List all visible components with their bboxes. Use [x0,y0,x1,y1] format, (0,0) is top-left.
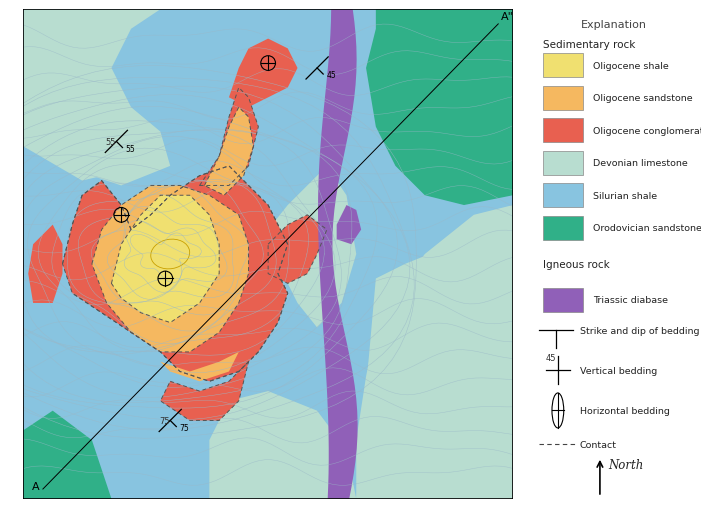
Text: Strike and dip of bedding: Strike and dip of bedding [580,326,699,335]
Polygon shape [356,206,513,499]
Text: 75: 75 [179,423,189,432]
Text: Oligocene sandstone: Oligocene sandstone [593,94,693,103]
Polygon shape [23,10,170,186]
Text: Vertical bedding: Vertical bedding [580,366,657,375]
Polygon shape [92,186,249,352]
Text: 45: 45 [326,71,336,80]
Polygon shape [200,89,259,186]
Polygon shape [62,166,287,382]
Polygon shape [161,352,239,382]
Text: Explanation: Explanation [580,20,646,30]
Polygon shape [23,411,111,499]
Text: A: A [32,482,39,492]
Ellipse shape [151,240,190,269]
Polygon shape [268,215,327,284]
Polygon shape [23,440,82,499]
Polygon shape [318,10,358,499]
Polygon shape [229,40,297,108]
Bar [543,151,583,175]
Text: 75: 75 [160,416,170,425]
Bar [543,119,583,143]
Polygon shape [210,391,356,499]
Polygon shape [28,225,62,303]
Text: Oligocene conglomerate: Oligocene conglomerate [593,126,701,135]
Text: Triassic diabase: Triassic diabase [593,296,668,305]
Text: Devonian limestone: Devonian limestone [593,159,688,167]
Text: Contact: Contact [580,440,617,449]
Polygon shape [23,83,146,181]
Text: Sedimentary rock: Sedimentary rock [543,40,635,50]
Text: Horizontal bedding: Horizontal bedding [580,406,669,415]
Text: North: North [608,458,644,471]
Text: Orodovician sandstone: Orodovician sandstone [593,223,701,233]
Polygon shape [356,230,513,499]
Bar [543,54,583,78]
Text: 45: 45 [546,354,557,363]
Polygon shape [268,166,356,328]
Polygon shape [111,196,219,323]
Text: A": A" [501,12,514,22]
Polygon shape [205,108,254,196]
Text: 55: 55 [125,144,135,153]
Bar [543,87,583,110]
Bar [543,216,583,240]
Polygon shape [23,10,513,499]
Polygon shape [336,206,361,245]
Polygon shape [366,10,513,206]
Text: Silurian shale: Silurian shale [593,191,658,200]
Polygon shape [161,362,249,420]
Bar [543,289,583,313]
Bar [543,184,583,208]
Text: Oligocene shale: Oligocene shale [593,62,669,70]
Text: Igneous rock: Igneous rock [543,260,609,269]
Text: 55: 55 [106,137,116,147]
